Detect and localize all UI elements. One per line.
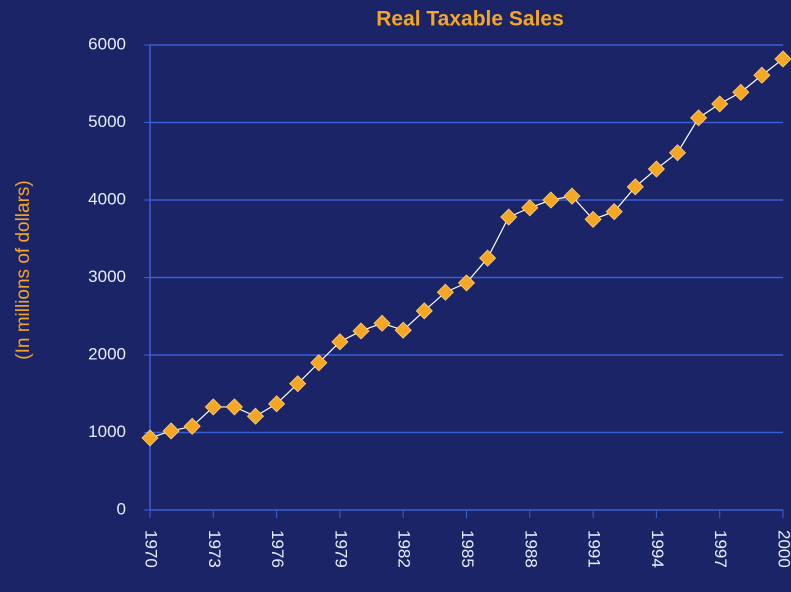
marker [331, 333, 349, 351]
y-tick-label: 1000 [88, 422, 126, 441]
marker [732, 83, 750, 101]
x-tick-label: 1988 [521, 530, 540, 568]
x-tick-label: 2000 [775, 530, 791, 568]
marker [753, 66, 771, 84]
marker [373, 314, 391, 332]
marker [436, 283, 454, 301]
y-tick-label: 3000 [88, 267, 126, 286]
y-tick-label: 4000 [88, 189, 126, 208]
marker [225, 398, 243, 416]
marker [183, 417, 201, 435]
marker [394, 321, 412, 339]
y-tick-label: 0 [117, 499, 126, 518]
y-tick-label: 5000 [88, 112, 126, 131]
x-tick-label: 1997 [711, 530, 730, 568]
marker [626, 178, 644, 196]
marker [204, 398, 222, 416]
marker [141, 429, 159, 447]
marker [521, 199, 539, 217]
marker [542, 191, 560, 209]
chart-title: Real Taxable Sales [376, 8, 564, 31]
y-tick-label: 6000 [88, 34, 126, 53]
marker [246, 407, 265, 425]
marker [352, 322, 370, 340]
marker [457, 274, 476, 292]
marker [711, 95, 729, 113]
x-tick-label: 1973 [205, 530, 224, 568]
x-tick-label: 1970 [142, 530, 161, 568]
y-axis-label: (In millions of dollars) [13, 180, 34, 360]
marker [479, 249, 497, 267]
marker [289, 375, 307, 393]
marker [162, 422, 180, 440]
marker [668, 144, 687, 162]
marker [584, 210, 602, 228]
marker [500, 208, 518, 226]
x-tick-label: 1994 [648, 530, 667, 568]
x-tick-label: 1985 [458, 530, 477, 568]
marker [310, 354, 328, 372]
marker [563, 187, 581, 205]
marker [774, 50, 791, 68]
x-tick-label: 1991 [585, 530, 604, 568]
marker [268, 395, 286, 413]
y-tick-label: 2000 [88, 344, 126, 363]
x-tick-label: 1979 [331, 530, 350, 568]
x-tick-label: 1976 [268, 530, 287, 568]
marker [605, 203, 623, 221]
x-tick-label: 1982 [395, 530, 414, 568]
marker [647, 160, 665, 178]
marker [415, 302, 433, 320]
marker [690, 109, 708, 127]
